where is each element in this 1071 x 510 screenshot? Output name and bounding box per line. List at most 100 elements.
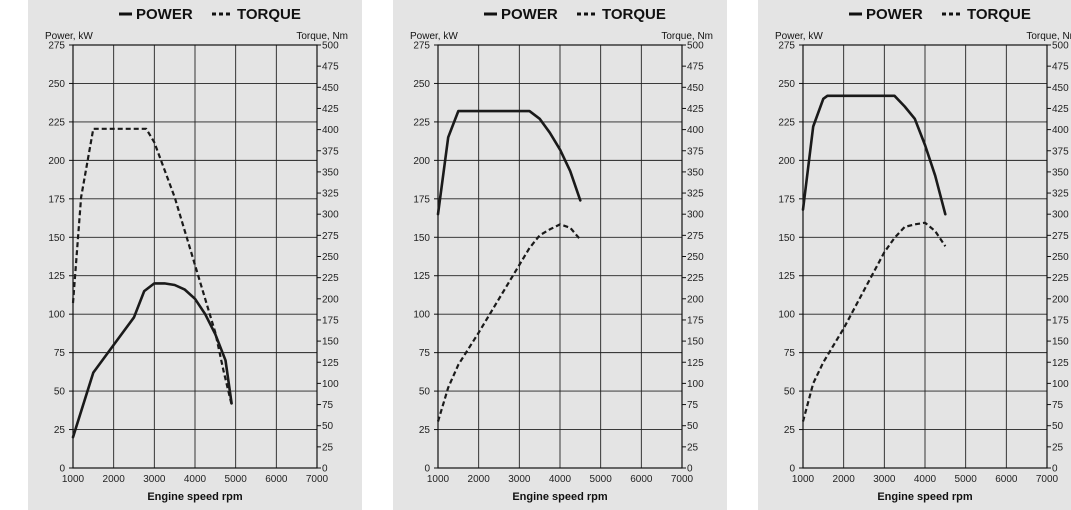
- y-left-tick-label: 150: [778, 233, 795, 244]
- y-right-tick-label: 150: [322, 337, 339, 348]
- torque-series-line: [801, 221, 947, 422]
- y-right-axis-title: Torque, Nm: [661, 31, 713, 42]
- y-right-tick-label: 300: [1052, 210, 1069, 221]
- x-tick-label: 2000: [468, 474, 491, 485]
- y-right-tick-label: 425: [687, 104, 704, 115]
- y-right-tick-label: 125: [322, 358, 339, 369]
- y-right-tick-label: 25: [322, 442, 334, 453]
- y-left-tick-label: 200: [48, 156, 65, 167]
- y-right-tick-label: 75: [687, 400, 699, 411]
- power-series-line: [436, 109, 582, 216]
- legend-label-power: POWER: [501, 6, 558, 23]
- x-tick-label: 3000: [873, 474, 896, 485]
- y-left-tick-label: 100: [413, 310, 430, 321]
- y-left-tick-label: 225: [413, 117, 430, 128]
- y-left-tick-label: 200: [778, 156, 795, 167]
- y-left-tick-label: 50: [784, 387, 796, 398]
- torque-series-line: [71, 127, 233, 405]
- y-right-tick-label: 25: [1052, 442, 1064, 453]
- y-right-tick-label: 250: [322, 252, 339, 263]
- x-tick-label: 2000: [103, 474, 126, 485]
- y-right-tick-label: 175: [322, 315, 339, 326]
- y-right-tick-label: 250: [1052, 252, 1069, 263]
- y-right-tick-label: 375: [322, 146, 339, 157]
- y-right-tick-label: 200: [687, 294, 704, 305]
- y-right-tick-label: 500: [687, 41, 704, 52]
- y-right-tick-label: 325: [1052, 189, 1069, 200]
- x-tick-label: 4000: [184, 474, 207, 485]
- y-right-tick-label: 400: [322, 125, 339, 136]
- grid: [72, 44, 318, 469]
- chart-svg: 0 25 50 75 100 125 150 175 200 225 250 275 0 25 50 75 10…: [45, 6, 348, 503]
- y-left-tick-label: 200: [413, 156, 430, 167]
- legend-label-power: POWER: [866, 6, 923, 23]
- x-axis-title: Engine speed rpm: [147, 491, 243, 503]
- y-left-tick-label: 0: [59, 464, 65, 475]
- y-right-tick-label: 75: [322, 400, 334, 411]
- y-left-tick-label: 175: [48, 194, 65, 205]
- y-left-tick-label: 50: [419, 387, 431, 398]
- y-left-tick-label: 125: [778, 271, 795, 282]
- y-right-tick-label: 50: [687, 421, 699, 432]
- y-right-tick-label: 475: [1052, 62, 1069, 73]
- x-tick-label: 3000: [508, 474, 531, 485]
- x-tick-label: 2000: [833, 474, 856, 485]
- y-right-tick-label: 100: [322, 379, 339, 390]
- y-right-tick-label: 450: [687, 83, 704, 94]
- y-right-tick-label: 275: [687, 231, 704, 242]
- x-tick-label: 6000: [995, 474, 1018, 485]
- y-left-tick-label: 250: [413, 79, 430, 90]
- y-right-tick-label: 0: [687, 464, 693, 475]
- y-right-tick-label: 450: [1052, 83, 1069, 94]
- y-right-tick-label: 200: [322, 294, 339, 305]
- y-right-tick-label: 500: [322, 41, 339, 52]
- y-left-axis-title: Power, kW: [775, 31, 823, 42]
- legend-label-torque: TORQUE: [602, 6, 666, 23]
- legend-label-torque: TORQUE: [237, 6, 301, 23]
- grid: [437, 44, 683, 469]
- legend-label-torque: TORQUE: [967, 6, 1031, 23]
- y-right-tick-label: 150: [687, 337, 704, 348]
- y-right-tick-label: 425: [1052, 104, 1069, 115]
- y-right-tick-label: 325: [322, 189, 339, 200]
- y-right-tick-label: 175: [687, 315, 704, 326]
- y-left-tick-label: 100: [778, 310, 795, 321]
- y-left-tick-label: 250: [48, 79, 65, 90]
- y-right-tick-label: 450: [322, 83, 339, 94]
- y-left-axis-title: Power, kW: [410, 31, 458, 42]
- x-tick-label: 1000: [792, 474, 815, 485]
- y-right-tick-label: 350: [322, 167, 339, 178]
- y-left-tick-label: 0: [424, 464, 430, 475]
- y-left-tick-label: 50: [54, 387, 66, 398]
- y-left-tick-label: 75: [784, 348, 796, 359]
- y-left-tick-label: 225: [778, 117, 795, 128]
- y-left-tick-label: 150: [413, 233, 430, 244]
- legend-label-power: POWER: [136, 6, 193, 23]
- y-left-axis-title: Power, kW: [45, 31, 93, 42]
- y-right-tick-label: 100: [1052, 379, 1069, 390]
- y-right-tick-label: 225: [1052, 273, 1069, 284]
- x-tick-label: 5000: [590, 474, 613, 485]
- y-right-tick-label: 225: [322, 273, 339, 284]
- y-right-tick-label: 275: [1052, 231, 1069, 242]
- engine-chart-1: 0 25 50 75 100 125 150 175 200 225 250 275 0 25 50 75 10…: [28, 0, 362, 510]
- y-right-tick-label: 250: [687, 252, 704, 263]
- y-right-tick-label: 0: [322, 464, 328, 475]
- x-tick-label: 5000: [955, 474, 978, 485]
- y-right-tick-label: 350: [1052, 167, 1069, 178]
- x-tick-label: 5000: [225, 474, 248, 485]
- torque-series-line: [436, 223, 582, 422]
- y-left-tick-label: 175: [413, 194, 430, 205]
- y-right-tick-label: 275: [322, 231, 339, 242]
- y-right-tick-label: 325: [687, 189, 704, 200]
- y-left-tick-label: 0: [789, 464, 795, 475]
- y-left-tick-label: 75: [54, 348, 66, 359]
- y-right-tick-label: 400: [1052, 125, 1069, 136]
- engine-chart-3: 0 25 50 75 100 125 150 175 200 225 250 275 0 25 50 75 10…: [758, 0, 1071, 510]
- y-left-tick-label: 175: [778, 194, 795, 205]
- y-right-tick-label: 150: [1052, 337, 1069, 348]
- x-axis-title: Engine speed rpm: [877, 491, 973, 503]
- y-left-tick-label: 25: [419, 425, 431, 436]
- y-left-tick-label: 275: [778, 41, 795, 52]
- power-series-line: [801, 94, 947, 216]
